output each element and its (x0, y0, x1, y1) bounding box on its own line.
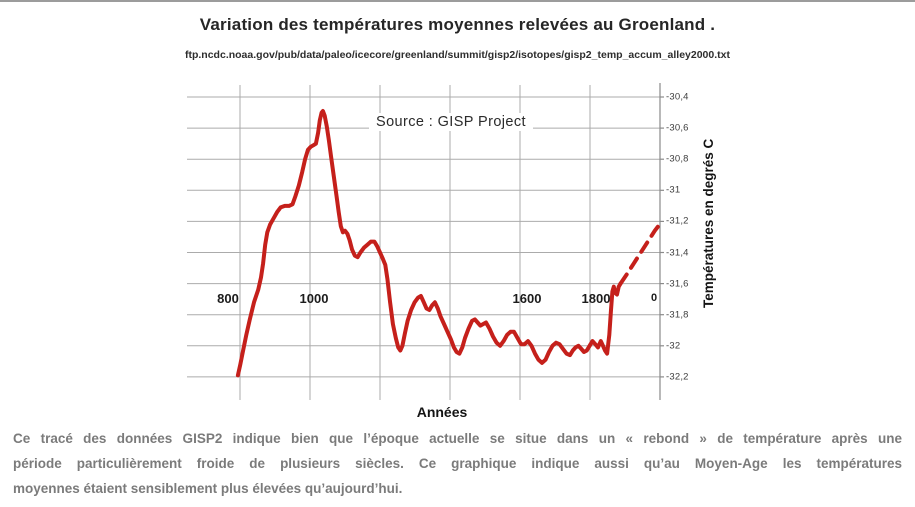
x-tick-label: 1800 (581, 291, 611, 306)
y-tick-label: -32,2 (666, 371, 689, 383)
x-tick-label: 800 (217, 291, 239, 306)
caption-line-2: période particulièrement froide de plusi… (13, 456, 902, 471)
y-tick-label: -31,2 (666, 215, 689, 227)
chart-subtitle-url: ftp.ncdc.noaa.gov/pub/data/paleo/icecore… (184, 49, 730, 61)
temperature-line-series (235, 109, 662, 378)
y-tick-label: -31 (666, 184, 681, 196)
chart-title: Variation des températures moyennes rele… (199, 15, 716, 34)
top-border-rule (0, 0, 915, 2)
chart-plot-area (187, 83, 664, 400)
y-tick-label: -30,4 (666, 91, 689, 103)
y-tick-label: -30,6 (666, 122, 689, 134)
y-tick-label: -32 (666, 340, 681, 352)
caption-paragraph: Ce tracé des données GISP2 indique bien … (13, 426, 902, 501)
y-axis-title: Températures en degrés C (701, 138, 716, 308)
x-tick-label: 1600 (512, 291, 542, 306)
y-tick-label: -30,8 (666, 153, 689, 165)
right-value-axis (659, 83, 664, 400)
source-annotation: Source : GISP Project (369, 113, 533, 131)
caption-line-1: Ce tracé des données GISP2 indique bien … (13, 431, 902, 446)
x-axis-title: Années (416, 404, 468, 420)
dashed-projection-line (618, 222, 662, 286)
y-tick-label: -31,4 (666, 247, 689, 258)
gridlines (187, 85, 660, 400)
x-tick-label: 1000 (299, 291, 329, 306)
caption-line-3: moyennes étaient sensiblement plus élevé… (13, 481, 403, 496)
temperature-line (235, 109, 623, 378)
y-tick-label: -31,6 (666, 278, 689, 290)
x-tick-label: 0 (650, 292, 658, 304)
y-tick-label: -31,8 (666, 309, 689, 321)
